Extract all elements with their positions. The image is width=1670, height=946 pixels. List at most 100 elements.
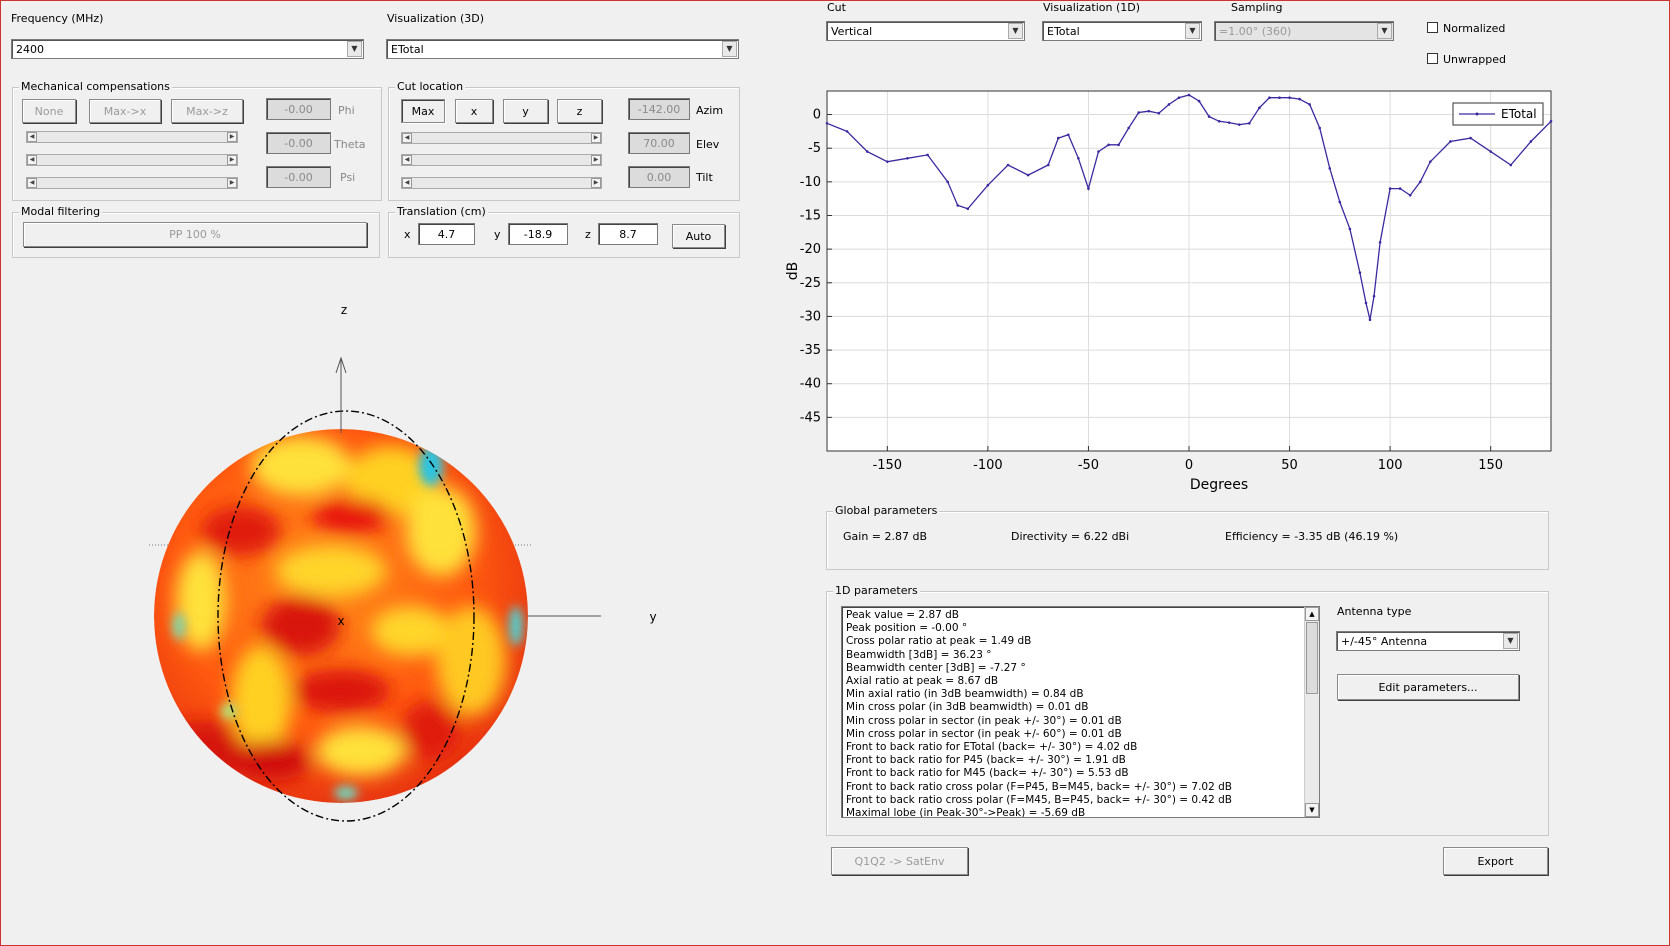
tilt-slider[interactable]: ◀ ▶ (401, 177, 602, 189)
series-point (1026, 173, 1030, 177)
scroll-thumb[interactable] (1306, 622, 1318, 694)
param-line[interactable]: Maximal lobe (in Peak-30°->Peak) = -5.69… (846, 807, 1086, 818)
scroll-down-icon[interactable]: ▼ (1305, 803, 1319, 817)
tilt-label: Tilt (696, 171, 713, 184)
params-1d-scrollbar[interactable]: ▲ ▼ (1304, 607, 1319, 817)
x-tick-label: -100 (973, 458, 1003, 473)
y-tick-label: -15 (800, 208, 821, 223)
params-1d-group: 1D parameters (826, 584, 1549, 836)
modal-filtering-title: Modal filtering (19, 205, 103, 218)
z-button[interactable]: z (557, 99, 602, 123)
param-line[interactable]: Front to back ratio for M45 (back= +/- 3… (846, 767, 1129, 780)
chevron-down-icon[interactable]: ▼ (1503, 633, 1518, 649)
cut-select[interactable]: Vertical ▼ (826, 21, 1025, 41)
cut-label: Cut (827, 1, 846, 14)
x-tick-label: 100 (1378, 458, 1403, 473)
param-line[interactable]: Front to back ratio for P45 (back= +/- 3… (846, 754, 1126, 767)
antenna-type-select[interactable]: +/-45° Antenna ▼ (1336, 631, 1520, 651)
y-tick-label: -35 (800, 343, 821, 358)
viz3d-label: Visualization (3D) (387, 12, 485, 25)
y-tick-label: -5 (808, 141, 821, 156)
param-line[interactable]: Front to back ratio for ETotal (back= +/… (846, 741, 1138, 754)
param-line[interactable]: Min cross polar (in 3dB beamwidth) = 0.0… (846, 701, 1089, 714)
param-line[interactable]: Axial ratio at peak = 8.67 dB (846, 675, 999, 688)
param-line[interactable]: Min axial ratio (in 3dB beamwidth) = 0.8… (846, 688, 1084, 701)
antenna-type-label: Antenna type (1337, 605, 1412, 618)
cut-value: Vertical (831, 25, 873, 38)
param-line[interactable]: Beamwidth [3dB] = 36.23 ° (846, 648, 992, 661)
series-point (956, 204, 960, 207)
series-point (1288, 96, 1291, 100)
param-line[interactable]: Min cross polar in sector (in peak +/- 3… (846, 714, 1122, 727)
chevron-down-icon[interactable]: ▼ (1008, 23, 1023, 39)
legend-label: ETotal (1501, 107, 1537, 121)
translation-z-label: z (585, 228, 591, 241)
edit-parameters-button[interactable]: Edit parameters... (1337, 674, 1519, 700)
export-button[interactable]: Export (1443, 847, 1548, 875)
series-point (1227, 121, 1231, 124)
modal-filter-button[interactable]: PP 100 % (23, 222, 367, 247)
auto-button[interactable]: Auto (672, 224, 725, 248)
q1q2-satenv-button[interactable]: Q1Q2 -> SatEnv (831, 847, 968, 875)
scroll-up-icon[interactable]: ▲ (1305, 607, 1319, 621)
viz3d-select[interactable]: ETotal ▼ (386, 39, 739, 59)
radiation-sphere-3d[interactable]: z y x (1, 281, 761, 861)
chevron-down-icon[interactable]: ▼ (1185, 23, 1200, 39)
sampling-select[interactable]: =1.00° (360) ▼ (1214, 21, 1394, 41)
translation-x-input[interactable]: 4.7 (418, 223, 475, 245)
y-tick-label: -30 (800, 309, 821, 324)
series-point (1378, 241, 1382, 244)
elev-field[interactable]: 70.00 (628, 132, 690, 154)
y-tick-label: -45 (800, 410, 821, 425)
series-point (1529, 140, 1533, 143)
param-line[interactable]: Peak position = -0.00 ° (846, 622, 968, 635)
antenna-type-value: +/-45° Antenna (1341, 635, 1428, 648)
param-line[interactable]: Min cross polar in sector (in peak +/- 6… (846, 727, 1122, 740)
param-line[interactable]: Cross polar ratio at peak = 1.49 dB (846, 635, 1032, 648)
series-point (1147, 109, 1151, 113)
series-point (1278, 96, 1281, 100)
chevron-down-icon[interactable]: ▼ (347, 41, 362, 57)
cut-1d-chart[interactable]: -150 -100 -50 0 50 100 150 0 -5 -10 -15 -20 -25 -30 -3… (771, 81, 1571, 501)
param-line[interactable]: Beamwidth center [3dB] = -7.27 ° (846, 661, 1026, 674)
normalized-checkbox[interactable] (1427, 22, 1438, 33)
psi-slider[interactable]: ◀ ▶ (26, 177, 238, 189)
theta-field[interactable]: -0.00 (266, 132, 331, 154)
modal-filtering-group: Modal filtering (12, 205, 380, 258)
x-tick-label: 0 (1185, 458, 1193, 473)
x-button[interactable]: x (455, 99, 493, 123)
psi-field[interactable]: -0.00 (266, 166, 331, 188)
chevron-down-icon[interactable]: ▼ (722, 41, 737, 57)
cut-location-title: Cut location (395, 80, 466, 93)
axis-x-label: x (337, 614, 344, 628)
phi-field[interactable]: -0.00 (266, 98, 331, 120)
series-point (1364, 301, 1368, 305)
frequency-select[interactable]: 2400 ▼ (11, 39, 364, 59)
param-line[interactable]: Peak value = 2.87 dB (846, 609, 960, 621)
series-point (1087, 187, 1090, 190)
viz1d-select[interactable]: ETotal ▼ (1042, 21, 1202, 41)
tilt-field[interactable]: 0.00 (628, 166, 690, 188)
series-point (1509, 163, 1513, 167)
phi-slider[interactable]: ◀ ▶ (26, 131, 238, 143)
param-line[interactable]: Front to back ratio cross polar (F=M45, … (846, 793, 1232, 806)
max-x-button[interactable]: Max->x (89, 99, 161, 123)
translation-y-input[interactable]: -18.9 (508, 223, 568, 245)
param-line[interactable]: Front to back ratio cross polar (F=P45, … (846, 780, 1232, 793)
params-1d-listbox[interactable]: Peak value = 2.87 dB Peak position = -0.0… (841, 606, 1320, 818)
y-button[interactable]: y (503, 99, 548, 123)
chevron-down-icon[interactable]: ▼ (1377, 23, 1392, 39)
y-tick-label: -10 (800, 175, 821, 190)
sampling-label: Sampling (1231, 1, 1283, 14)
azim-field[interactable]: -142.00 (628, 98, 690, 120)
none-button[interactable]: None (22, 99, 76, 123)
x-tick-label: 150 (1478, 458, 1503, 473)
theta-slider[interactable]: ◀ ▶ (26, 154, 238, 166)
elev-slider[interactable]: ◀ ▶ (401, 154, 602, 166)
series-point (906, 156, 909, 160)
max-z-button[interactable]: Max->z (171, 99, 243, 123)
max-button[interactable]: Max (401, 99, 445, 123)
translation-z-input[interactable]: 8.7 (598, 223, 658, 245)
azim-slider[interactable]: ◀ ▶ (401, 132, 602, 144)
unwrapped-checkbox[interactable] (1427, 53, 1438, 64)
